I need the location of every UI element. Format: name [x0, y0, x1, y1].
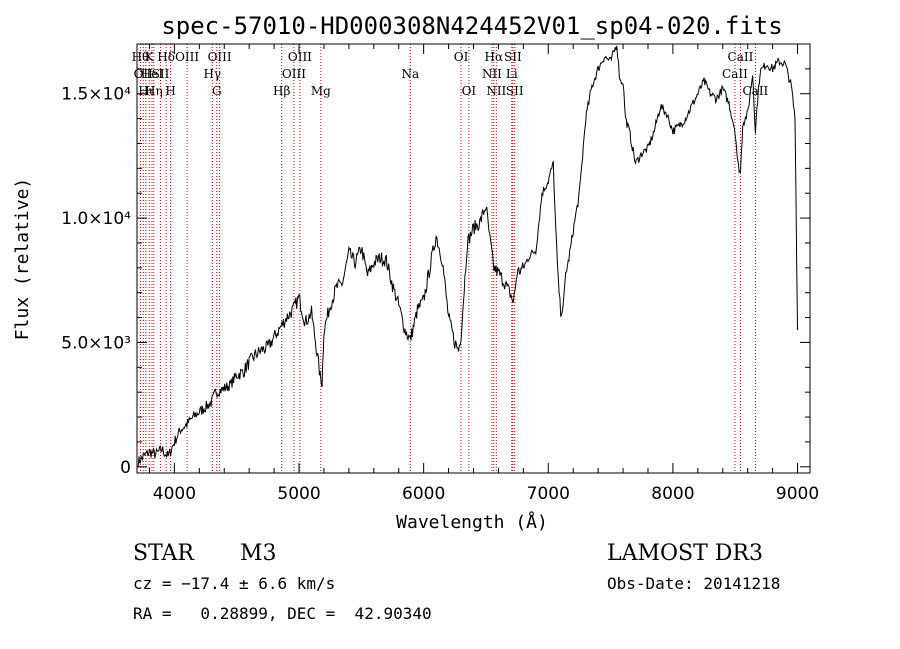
chart-title: spec-57010-HD000308N424452V01_sp04-020.f… — [161, 12, 782, 40]
line-label: G — [212, 84, 222, 98]
line-label: OI — [454, 50, 469, 64]
line-label: SII — [506, 84, 524, 98]
line-label: NII — [482, 67, 502, 81]
redshift-value: cz = −17.4 ± 6.6 km/s — [133, 574, 335, 593]
spectrum-line — [137, 45, 798, 468]
line-label: Na — [401, 67, 419, 81]
x-tick-label: 8000 — [651, 484, 694, 504]
line-label: Hθ — [132, 50, 150, 64]
line-label: HeI — [141, 67, 164, 81]
spectral-line-labels: Hθ OII Hι K HeI Hη SII Hδ H OIII Hγ G OIII Hβ OIII OIII… — [132, 50, 769, 98]
object-class: STAR — [133, 541, 195, 566]
x-tick-label: 7000 — [527, 484, 570, 504]
y-tick-label: 5.0×10³ — [61, 333, 131, 353]
x-tick-label: 4000 — [153, 484, 196, 504]
line-label: K — [145, 50, 155, 64]
y-axis-ticks: 0 5.0×10³ 1.0×10⁴ 1.5×10⁴ — [61, 68, 810, 478]
line-label: Hα — [485, 50, 504, 64]
observation-date: Obs-Date: 20141218 — [607, 574, 780, 593]
line-label: SII — [504, 50, 522, 64]
line-label: H — [165, 84, 175, 98]
line-label: CaII — [722, 67, 748, 81]
line-label: OIII — [208, 50, 232, 64]
line-label: NII — [486, 84, 506, 98]
line-label: Hβ — [273, 84, 290, 98]
line-label: Hγ — [203, 67, 221, 81]
x-tick-label: 5000 — [277, 484, 320, 504]
x-axis-label: Wavelength (Å) — [396, 511, 548, 533]
x-axis-ticks: 4000 5000 6000 7000 8000 9000 — [148, 44, 819, 504]
line-label: CaII — [728, 50, 754, 64]
line-label: SII — [152, 67, 170, 81]
y-tick-label: 0 — [120, 458, 131, 478]
line-label: Hι — [138, 84, 153, 98]
line-label: Li — [506, 67, 518, 81]
line-label: CaII — [742, 84, 768, 98]
line-label: OII — [134, 67, 154, 81]
x-tick-label: 9000 — [776, 484, 819, 504]
x-tick-label: 6000 — [402, 484, 445, 504]
y-axis-label: Flux (relative) — [12, 178, 33, 341]
plot-frame — [136, 43, 811, 474]
y-tick-label: 1.0×10⁴ — [61, 209, 131, 229]
line-label: Hδ — [157, 50, 175, 64]
survey-name: LAMOST DR3 — [607, 541, 763, 566]
line-label: OIII — [288, 50, 312, 64]
object-subclass: M3 — [240, 541, 277, 566]
spectral-line-markers — [139, 44, 756, 473]
line-label: Mg — [311, 84, 331, 98]
line-label: OIII — [282, 67, 306, 81]
line-label: Hη — [145, 84, 163, 98]
y-tick-label: 1.5×10⁴ — [61, 85, 131, 105]
line-label: OI — [462, 84, 477, 98]
coordinates: RA = 0.28899, DEC = 42.90340 — [133, 604, 432, 623]
line-label: OIII — [175, 50, 199, 64]
